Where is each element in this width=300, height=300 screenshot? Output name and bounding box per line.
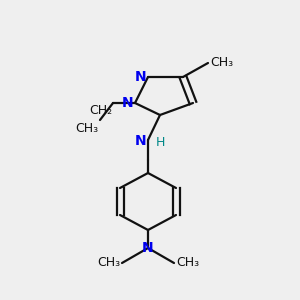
Text: CH₃: CH₃ xyxy=(75,122,98,135)
Text: CH₂: CH₂ xyxy=(89,104,112,117)
Text: CH₃: CH₃ xyxy=(176,256,199,269)
Text: N: N xyxy=(134,70,146,84)
Text: H: H xyxy=(156,136,165,149)
Text: N: N xyxy=(122,96,133,110)
Text: CH₃: CH₃ xyxy=(210,56,233,70)
Text: CH₃: CH₃ xyxy=(97,256,120,269)
Text: N: N xyxy=(142,241,154,255)
Text: N: N xyxy=(134,134,146,148)
